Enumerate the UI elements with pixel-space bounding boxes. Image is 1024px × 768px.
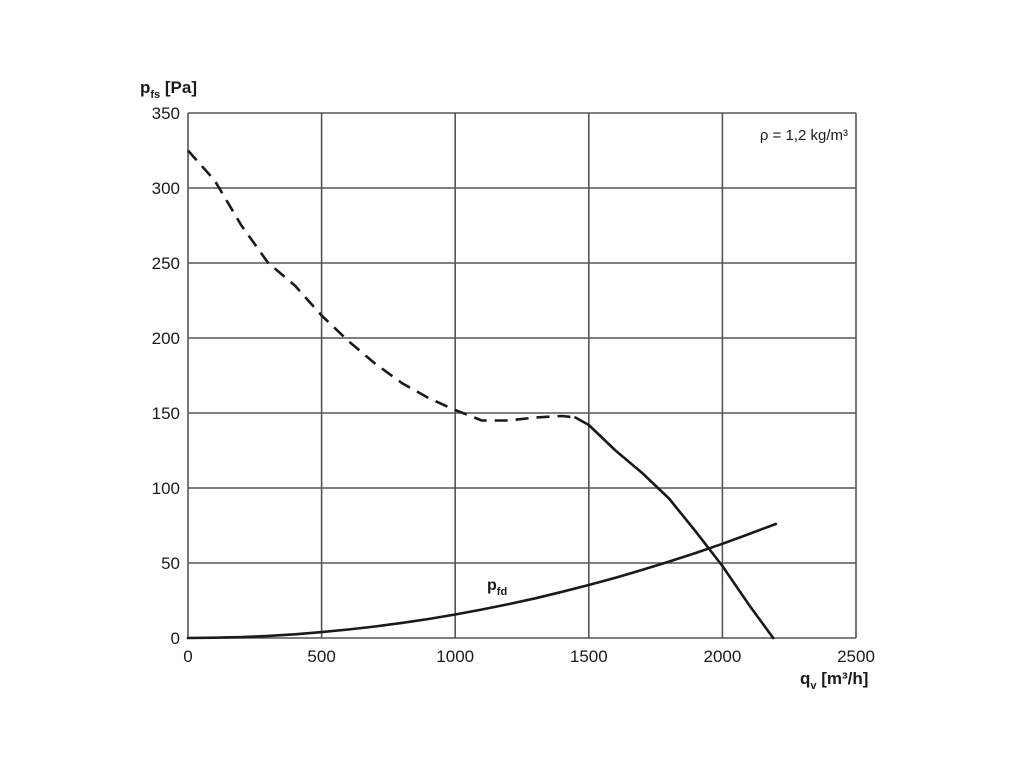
y-tick-label: 200	[152, 329, 180, 348]
series-lines	[186, 149, 778, 640]
y-tick-label: 0	[171, 629, 180, 648]
x-axis-title-unit: [m³/h]	[817, 669, 869, 688]
y-tick-label: 300	[152, 179, 180, 198]
y-tick-label: 100	[152, 479, 180, 498]
density-annotation: ρ = 1,2 kg/m³	[760, 127, 848, 144]
x-tick-label: 0	[183, 647, 192, 666]
x-axis-title-main: q	[800, 669, 810, 688]
x-tick-label: 500	[307, 647, 335, 666]
series-label-pfd: pfd	[487, 577, 507, 598]
grid	[187, 112, 857, 639]
y-tick-label: 150	[152, 404, 180, 423]
series-label-pfd-main: p	[487, 577, 497, 594]
y-axis-title: pfs [Pa]	[140, 78, 197, 101]
y-tick-label: 350	[152, 104, 180, 123]
x-tick-label: 1500	[570, 647, 608, 666]
y-axis-title-unit: [Pa]	[160, 78, 197, 97]
x-axis-title: qv [m³/h]	[800, 669, 868, 692]
pfs-curve-unstable-dashed	[187, 149, 576, 422]
tick-labels: 0 500 1000 1500 2000 2500 0 50 100 150 200 250 300 35…	[152, 104, 875, 666]
x-tick-label: 2500	[837, 647, 875, 666]
x-axis-title-sub: v	[810, 680, 817, 692]
pfs-curve-stable	[574, 416, 775, 640]
y-axis-title-main: p	[140, 78, 150, 97]
y-axis-title-sub: fs	[150, 89, 160, 101]
series-label-pfd-sub: fd	[497, 586, 507, 598]
x-tick-label: 2000	[703, 647, 741, 666]
x-tick-label: 1000	[436, 647, 474, 666]
y-tick-label: 250	[152, 254, 180, 273]
y-tick-label: 50	[161, 554, 180, 573]
pfd-curve	[186, 522, 778, 640]
